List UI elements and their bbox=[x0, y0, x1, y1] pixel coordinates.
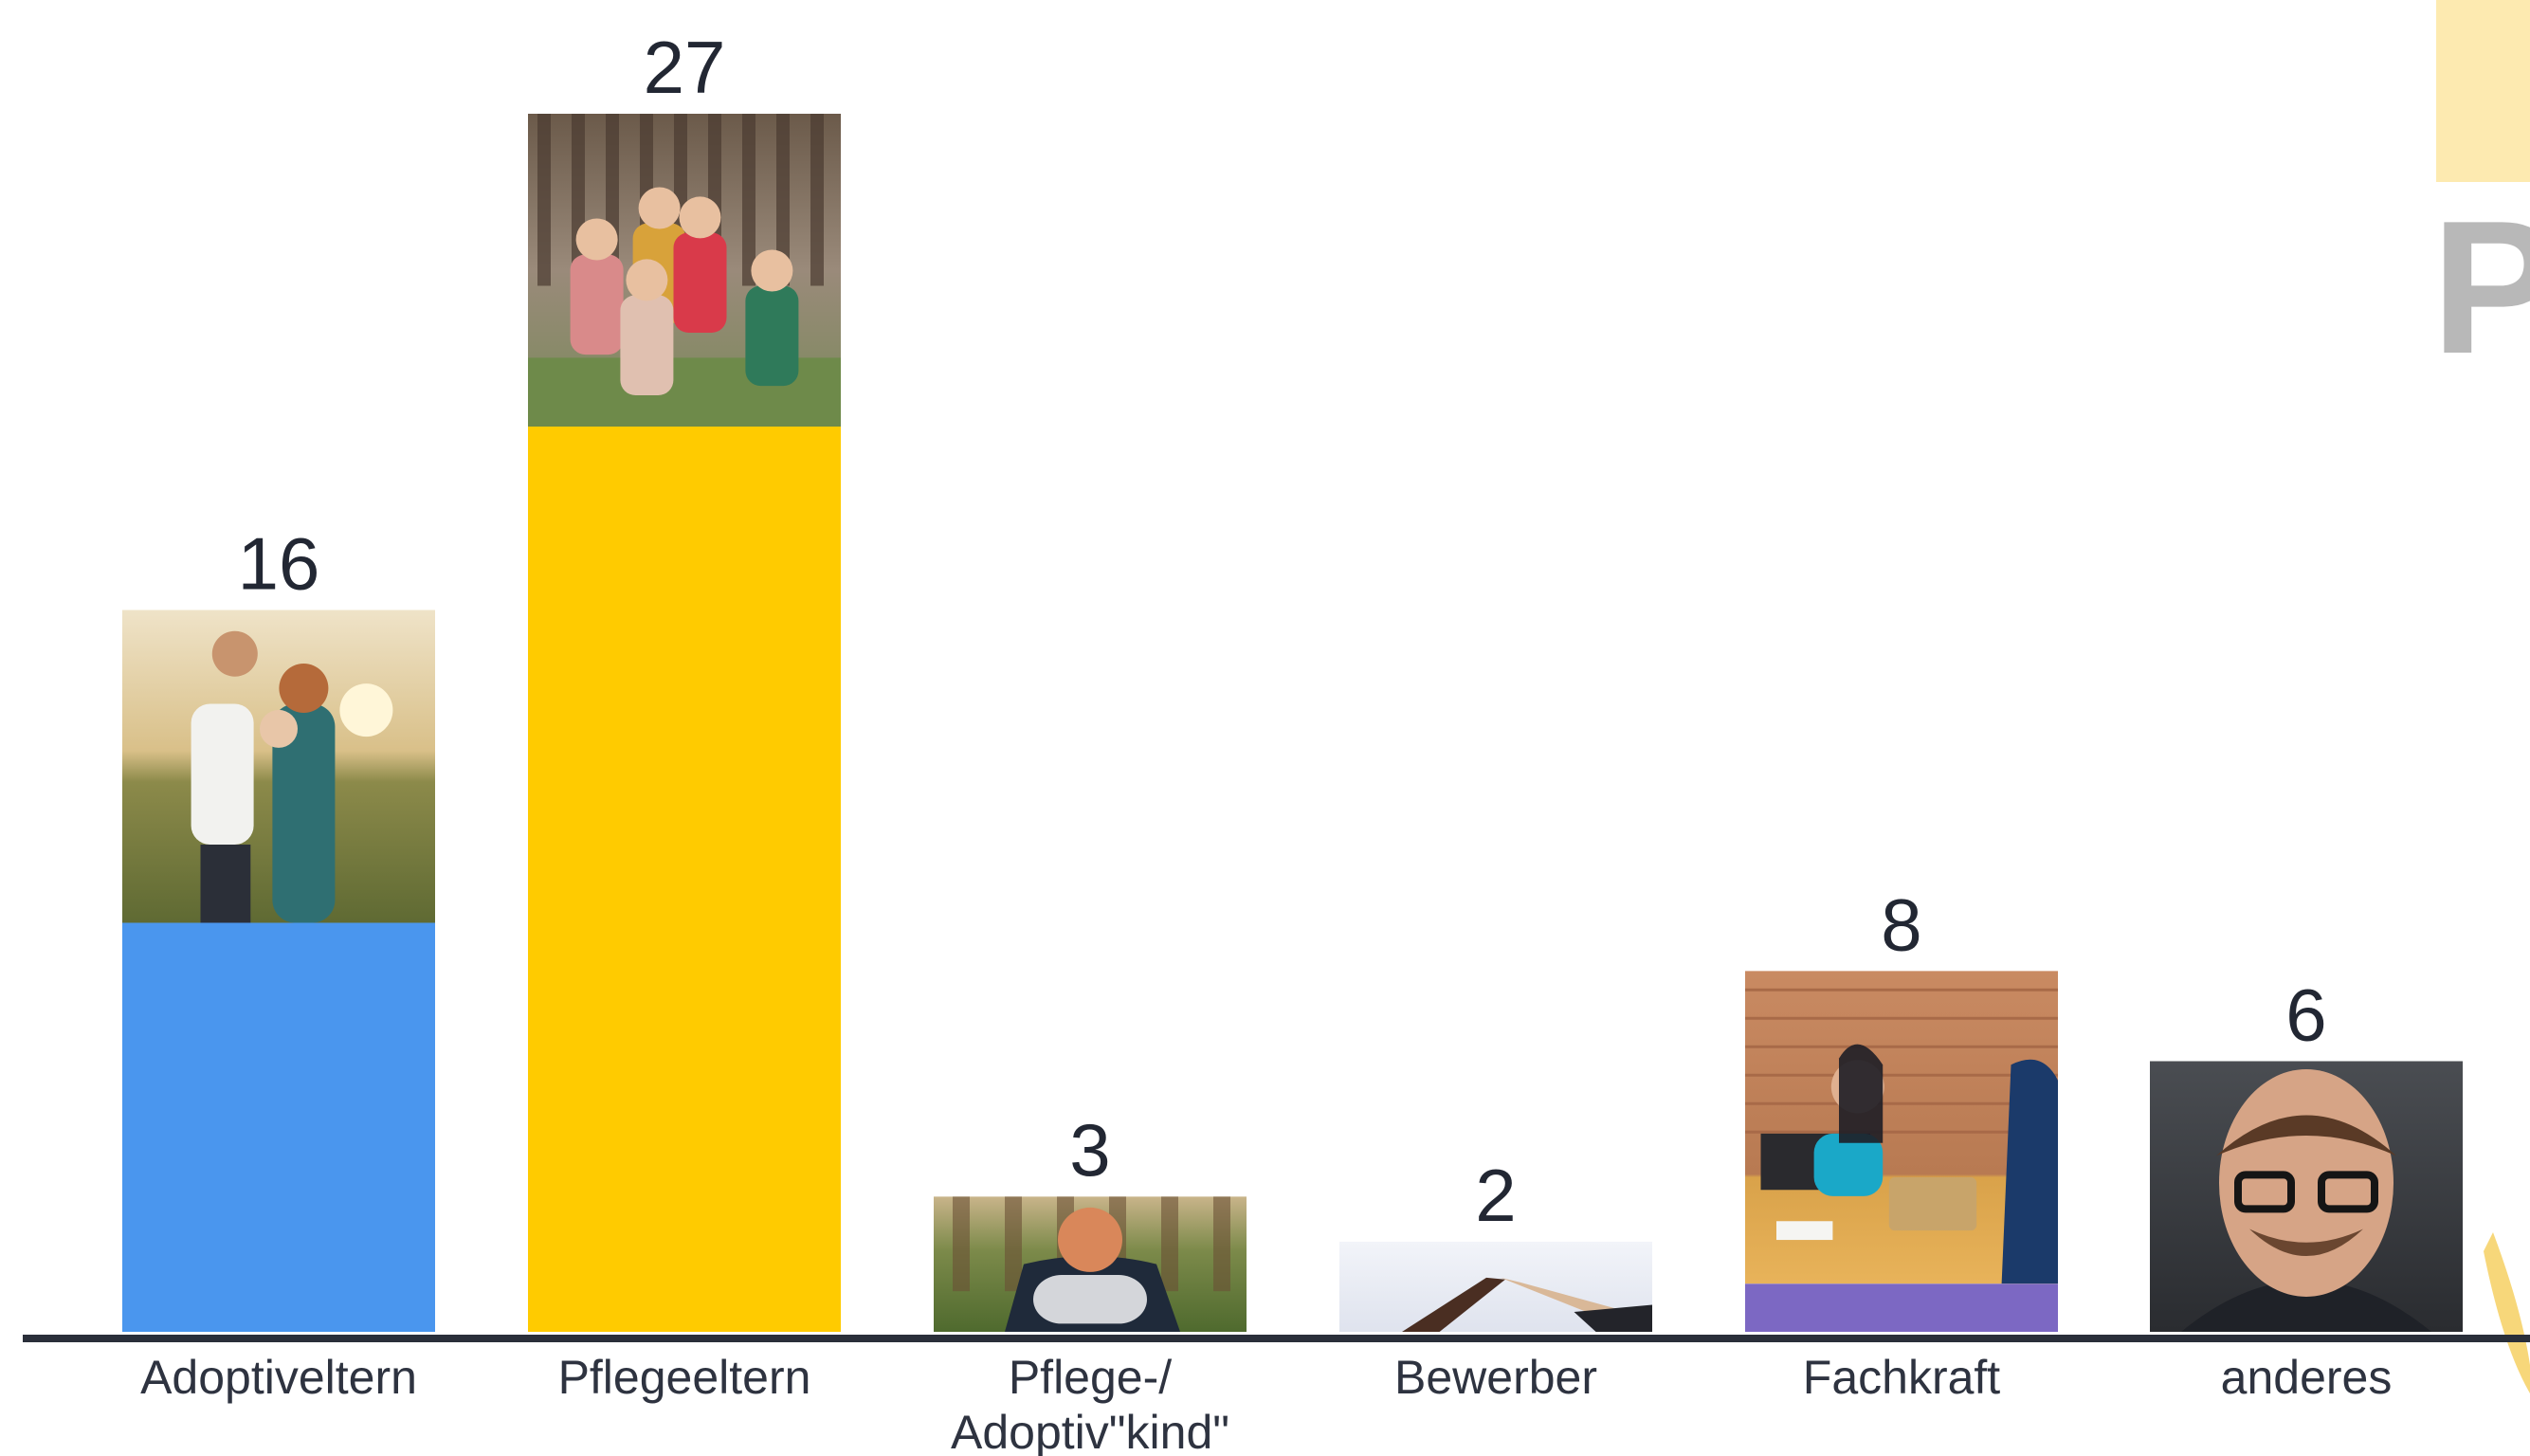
category-label-adoptiveltern: Adoptiveltern bbox=[140, 1351, 417, 1404]
couple-with-baby-photo bbox=[122, 610, 435, 923]
category-label-pflegeeltern: Pflegeeltern bbox=[558, 1351, 811, 1404]
category-label-anderes: anderes bbox=[2221, 1351, 2393, 1404]
value-label-pflegeeltern: 27 bbox=[644, 26, 726, 109]
office-meeting-photo bbox=[1745, 971, 2058, 1284]
holding-hands-photo bbox=[1339, 1241, 1652, 1332]
value-label-fachkraft: 8 bbox=[1881, 883, 1921, 966]
man-with-glasses-photo bbox=[2150, 1061, 2463, 1332]
girl-with-backpack-photo bbox=[934, 1196, 1247, 1332]
background-logo-fragment: P bbox=[2431, 0, 2530, 1393]
category-label-pflege-adoptivkind: Pflege-/Adoptiv"kind" bbox=[951, 1351, 1229, 1456]
bar-pflegeeltern bbox=[528, 427, 841, 1332]
svg-text:P: P bbox=[2431, 182, 2530, 393]
value-label-bewerber: 2 bbox=[1475, 1154, 1516, 1237]
value-labels-layer: 16 27 3 2 8 6 bbox=[238, 26, 2327, 1237]
bars-layer bbox=[122, 427, 2058, 1332]
category-label-fachkraft: Fachkraft bbox=[1803, 1351, 2001, 1404]
family-in-forest-photo bbox=[528, 114, 841, 427]
bar-fachkraft bbox=[1745, 1283, 2058, 1332]
bar-adoptiveltern bbox=[122, 922, 435, 1332]
value-label-pflege-adoptivkind: 3 bbox=[1069, 1108, 1110, 1192]
value-label-adoptiveltern: 16 bbox=[238, 522, 320, 606]
category-labels-layer: Adoptiveltern Pflegeeltern Pflege-/Adoptiv… bbox=[140, 1351, 2392, 1456]
value-label-anderes: 6 bbox=[2285, 973, 2326, 1056]
photos-layer bbox=[122, 114, 2463, 1332]
category-label-bewerber: Bewerber bbox=[1394, 1351, 1597, 1404]
